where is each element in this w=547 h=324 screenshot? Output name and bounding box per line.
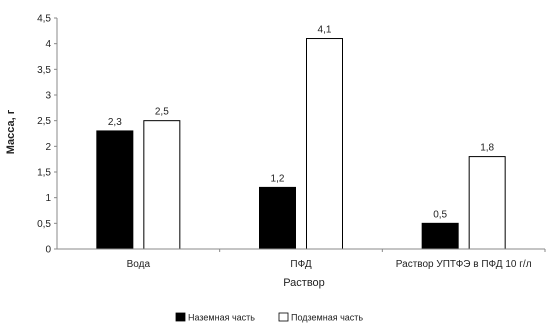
x-category-label: Раствор УПТФЭ в ПФД 10 г/л xyxy=(396,259,532,270)
data-label: 1,8 xyxy=(480,143,494,154)
y-tick-label: 2 xyxy=(45,142,51,153)
y-tick-label: 1,5 xyxy=(37,168,51,179)
data-label: 4,1 xyxy=(318,25,332,36)
legend-label-ground: Наземная часть xyxy=(188,313,255,323)
bar-ground xyxy=(96,130,134,250)
bar-underground xyxy=(306,38,343,250)
bar-ground xyxy=(259,186,296,250)
data-label: 0,5 xyxy=(433,209,447,220)
bar-underground xyxy=(143,120,181,250)
x-category-label: Вода xyxy=(127,259,151,270)
bar-ground xyxy=(421,222,459,250)
y-tick-label: 1 xyxy=(45,193,51,204)
data-label: 2,3 xyxy=(108,117,122,128)
legend-swatch-underground xyxy=(278,312,289,322)
data-labels: 2,3 2,5 1,2 4,1 0,5 1,8 xyxy=(108,25,495,221)
y-axis-ticks: 0 0,5 1 1,5 2 2,5 3 3,5 4 4,5 xyxy=(37,14,57,256)
y-axis-title: Масса, г xyxy=(5,109,17,154)
x-category-label: ПФД xyxy=(290,259,311,270)
legend-label-underground: Подземная часть xyxy=(291,313,363,323)
legend-swatch-ground xyxy=(175,312,186,322)
x-axis-categories: Вода ПФД Раствор УПТФЭ в ПФД 10 г/л xyxy=(127,249,546,270)
data-label: 2,5 xyxy=(155,107,169,118)
x-axis-title: Раствор xyxy=(283,277,325,289)
y-tick-label: 4,5 xyxy=(37,14,51,25)
y-tick-label: 3 xyxy=(45,91,51,102)
y-tick-label: 0,5 xyxy=(37,219,51,230)
y-tick-label: 4 xyxy=(45,39,51,50)
data-label: 1,2 xyxy=(271,173,285,184)
y-tick-label: 2,5 xyxy=(37,116,51,127)
y-tick-label: 0 xyxy=(45,245,51,256)
bar-underground xyxy=(468,156,506,250)
legend: Наземная часть Подземная часть xyxy=(175,312,363,323)
y-tick-label: 3,5 xyxy=(37,65,51,76)
